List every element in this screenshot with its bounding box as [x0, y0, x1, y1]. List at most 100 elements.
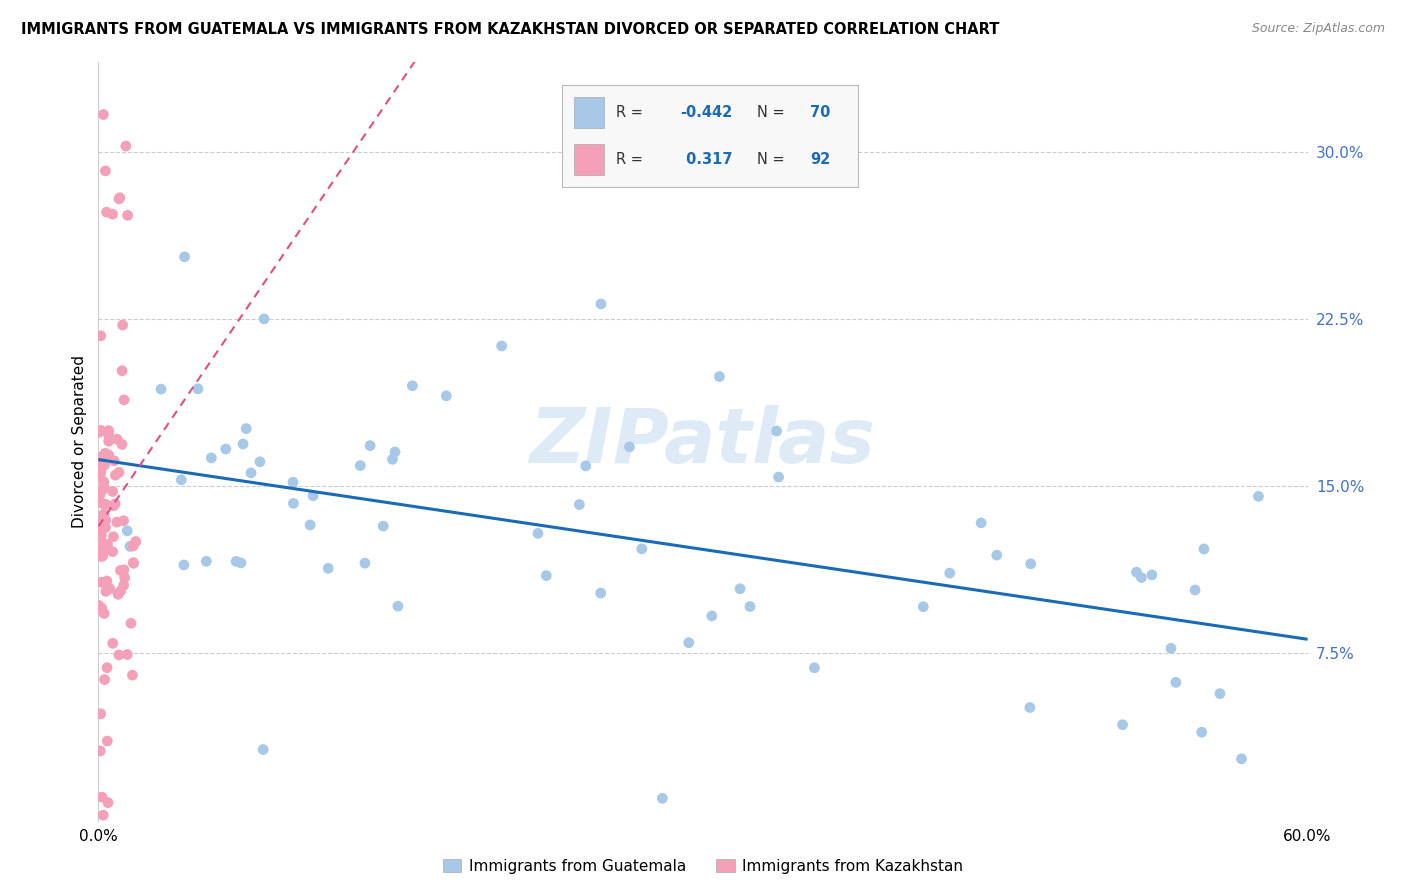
Text: 92: 92: [810, 153, 831, 167]
Point: [93, 107, 115, 121]
Point: [970, 516, 993, 530]
Point: [93, 508, 115, 522]
Point: [253, 312, 276, 326]
Point: [110, 584, 132, 599]
Point: [1111, 717, 1133, 731]
Point: [101, 207, 124, 221]
Point: [90, 706, 112, 721]
Point: [97, 434, 120, 449]
Point: [122, 556, 145, 570]
Point: [101, 544, 124, 558]
Point: [115, 524, 138, 538]
Point: [938, 566, 960, 580]
Point: [1140, 568, 1163, 582]
Point: [108, 648, 131, 662]
Point: [235, 421, 257, 435]
Point: [117, 208, 139, 222]
Point: [229, 556, 252, 570]
Point: [108, 466, 131, 480]
Point: [93, 607, 115, 621]
Point: [94, 497, 117, 511]
Point: [94, 584, 117, 599]
Point: [527, 526, 550, 541]
Point: [112, 578, 135, 592]
Point: [299, 518, 322, 533]
Point: [114, 571, 136, 585]
Point: [122, 539, 145, 553]
Point: [1192, 541, 1215, 556]
Point: [96, 574, 118, 588]
Point: [96, 660, 118, 674]
Point: [93, 458, 115, 472]
Point: [97, 796, 120, 810]
Point: [97, 424, 120, 438]
Y-axis label: Divorced or Separated: Divorced or Separated: [72, 355, 87, 528]
Point: [91, 549, 114, 564]
Point: [90, 601, 112, 615]
Point: [96, 537, 118, 551]
Point: [89, 744, 111, 758]
Point: [381, 452, 404, 467]
Point: [589, 586, 612, 600]
Point: [575, 458, 598, 473]
Point: [94, 513, 117, 527]
Point: [121, 668, 143, 682]
Point: [112, 514, 135, 528]
Point: [359, 439, 381, 453]
Point: [87, 599, 110, 613]
Point: [120, 616, 142, 631]
Point: [768, 470, 790, 484]
Point: [87, 602, 110, 616]
Point: [111, 318, 134, 332]
Point: [491, 339, 513, 353]
Point: [1160, 641, 1182, 656]
Text: IMMIGRANTS FROM GUATEMALA VS IMMIGRANTS FROM KAZAKHSTAN DIVORCED OR SEPARATED CO: IMMIGRANTS FROM GUATEMALA VS IMMIGRANTS …: [21, 22, 1000, 37]
Point: [1164, 675, 1187, 690]
Point: [1230, 752, 1253, 766]
Point: [94, 520, 117, 534]
Point: [709, 369, 731, 384]
Point: [91, 790, 114, 805]
Point: [281, 475, 304, 490]
Point: [89, 470, 111, 484]
Text: N =: N =: [758, 105, 790, 120]
Point: [89, 522, 111, 536]
Point: [103, 530, 125, 544]
Point: [619, 440, 641, 454]
Point: [738, 599, 761, 614]
Point: [373, 519, 395, 533]
Point: [118, 539, 141, 553]
Point: [1019, 557, 1042, 571]
Point: [112, 563, 135, 577]
Point: [215, 442, 238, 456]
Point: [912, 599, 935, 614]
Point: [240, 466, 263, 480]
Point: [90, 457, 112, 471]
Point: [111, 364, 134, 378]
Point: [89, 425, 111, 440]
Point: [401, 378, 423, 392]
Point: [90, 532, 112, 546]
Point: [1130, 571, 1153, 585]
Point: [536, 568, 558, 582]
Point: [87, 490, 110, 504]
Point: [110, 563, 132, 577]
Point: [97, 427, 120, 442]
Point: [105, 515, 128, 529]
Point: [1184, 582, 1206, 597]
Point: [107, 587, 129, 601]
Point: [104, 497, 127, 511]
Point: [1191, 725, 1213, 739]
Text: -0.442: -0.442: [681, 105, 733, 120]
Point: [225, 554, 247, 568]
Point: [195, 554, 218, 568]
Point: [90, 424, 112, 438]
Point: [349, 458, 371, 473]
Bar: [574, 97, 603, 128]
Bar: [574, 145, 603, 175]
Point: [387, 599, 409, 614]
Point: [89, 548, 111, 562]
Point: [200, 450, 222, 465]
Point: [1247, 489, 1270, 503]
Point: [93, 507, 115, 521]
